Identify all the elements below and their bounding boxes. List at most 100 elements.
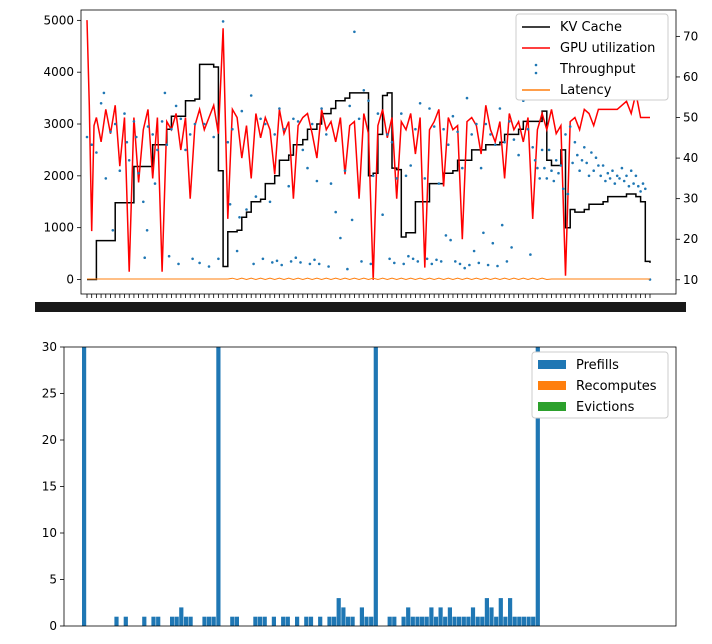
throughput-point xyxy=(444,234,448,237)
y-tick-label: 25 xyxy=(42,387,57,401)
throughput-point xyxy=(238,216,241,219)
throughput-point xyxy=(167,254,171,258)
prefills-bar xyxy=(420,616,425,626)
throughput-point xyxy=(606,171,610,175)
throughput-point xyxy=(641,182,645,185)
throughput-point xyxy=(296,120,300,123)
y-right-tick-label: 40 xyxy=(683,151,698,165)
prefills-bar xyxy=(410,616,415,626)
throughput-point xyxy=(174,104,178,108)
y-tick-label: 10 xyxy=(42,526,57,540)
throughput-point xyxy=(571,161,574,165)
throughput-point xyxy=(404,174,408,178)
throughput-point xyxy=(228,203,232,206)
throughput-point xyxy=(580,159,584,162)
throughput-point xyxy=(437,182,441,185)
legend-label-gpu-utilization: GPU utilization xyxy=(560,41,655,56)
throughput-point xyxy=(468,263,471,267)
bottom-bar-chart: 0 5 10 15 20 25 30 Prefills Recomputes Evictions xyxy=(42,340,677,633)
x-ticks xyxy=(86,294,651,298)
throughput-point xyxy=(475,122,478,126)
throughput-point xyxy=(177,262,180,266)
prefills-bar xyxy=(461,616,466,626)
legend-swatch-prefills xyxy=(538,360,566,369)
prefills-bar xyxy=(123,616,128,626)
throughput-point xyxy=(587,174,591,178)
throughput-point xyxy=(402,262,406,266)
throughput-point xyxy=(163,91,167,95)
prefills-bar xyxy=(415,616,420,626)
throughput-point xyxy=(604,179,607,183)
throughput-point xyxy=(146,125,150,128)
prefills-bar xyxy=(183,616,189,626)
prefills-bar xyxy=(480,616,485,626)
prefills-bar xyxy=(447,607,452,626)
legend-marker-throughput xyxy=(534,63,538,67)
prefills-bar xyxy=(373,347,378,626)
throughput-point xyxy=(90,143,93,146)
throughput-point xyxy=(407,254,410,258)
throughput-point xyxy=(566,192,570,196)
throughput-point xyxy=(188,133,192,136)
prefills-bar xyxy=(484,598,489,626)
y-left-tick-label: 3000 xyxy=(43,117,74,131)
throughput-point xyxy=(343,169,347,172)
prefills-bar xyxy=(470,607,476,626)
throughput-point xyxy=(259,117,262,121)
throughput-point xyxy=(594,156,598,159)
throughput-point xyxy=(458,262,462,266)
throughput-point xyxy=(118,169,122,172)
throughput-point xyxy=(644,187,647,191)
throughput-point xyxy=(625,174,628,178)
throughput-point xyxy=(313,258,316,262)
prefills-bar xyxy=(489,607,494,626)
throughput-point xyxy=(369,262,373,266)
legend-label-evictions: Evictions xyxy=(576,400,635,415)
y-tick-label: 5 xyxy=(49,573,57,587)
throughput-point xyxy=(393,261,396,265)
throughput-point xyxy=(179,117,183,121)
throughput-point xyxy=(125,140,129,144)
throughput-point xyxy=(350,218,354,222)
throughput-point xyxy=(435,258,438,262)
throughput-point xyxy=(512,138,516,141)
throughput-point xyxy=(461,166,464,170)
prefills-bar xyxy=(508,598,513,626)
throughput-point xyxy=(102,91,106,95)
prefills-bar xyxy=(433,616,439,626)
throughput-point xyxy=(367,99,370,102)
throughput-point xyxy=(491,241,495,245)
throughput-point xyxy=(135,135,138,139)
throughput-point xyxy=(113,122,117,126)
prefills-bar xyxy=(271,616,276,626)
y-right-tick-label: 10 xyxy=(683,273,698,287)
prefills-bar xyxy=(494,616,499,626)
throughput-point xyxy=(423,177,427,180)
throughput-point xyxy=(346,267,349,271)
throughput-point xyxy=(477,261,481,265)
throughput-point xyxy=(599,174,602,178)
prefills-bar xyxy=(332,616,337,626)
throughput-point xyxy=(249,94,253,97)
x-tick-labels-overlap xyxy=(35,302,686,312)
prefills-bar xyxy=(475,616,480,626)
throughput-point xyxy=(465,96,469,100)
throughput-point xyxy=(463,266,467,270)
throughput-point xyxy=(508,120,511,123)
prefills-bar xyxy=(392,616,397,626)
throughput-point xyxy=(301,148,305,152)
prefills-bar xyxy=(304,616,309,626)
throughput-point xyxy=(454,260,457,263)
legend-swatch-recomputes xyxy=(538,381,566,390)
throughput-point xyxy=(127,159,131,162)
prefills-bar xyxy=(257,616,263,626)
throughput-point xyxy=(629,169,633,172)
prefills-bar xyxy=(207,616,212,626)
prefills-bar xyxy=(170,616,175,626)
throughput-point xyxy=(540,148,544,152)
prefills-bar xyxy=(498,598,503,626)
throughput-point xyxy=(289,260,293,263)
prefills-bar xyxy=(179,607,184,626)
y-right-tick-label: 50 xyxy=(683,111,698,125)
throughput-point xyxy=(226,140,230,144)
